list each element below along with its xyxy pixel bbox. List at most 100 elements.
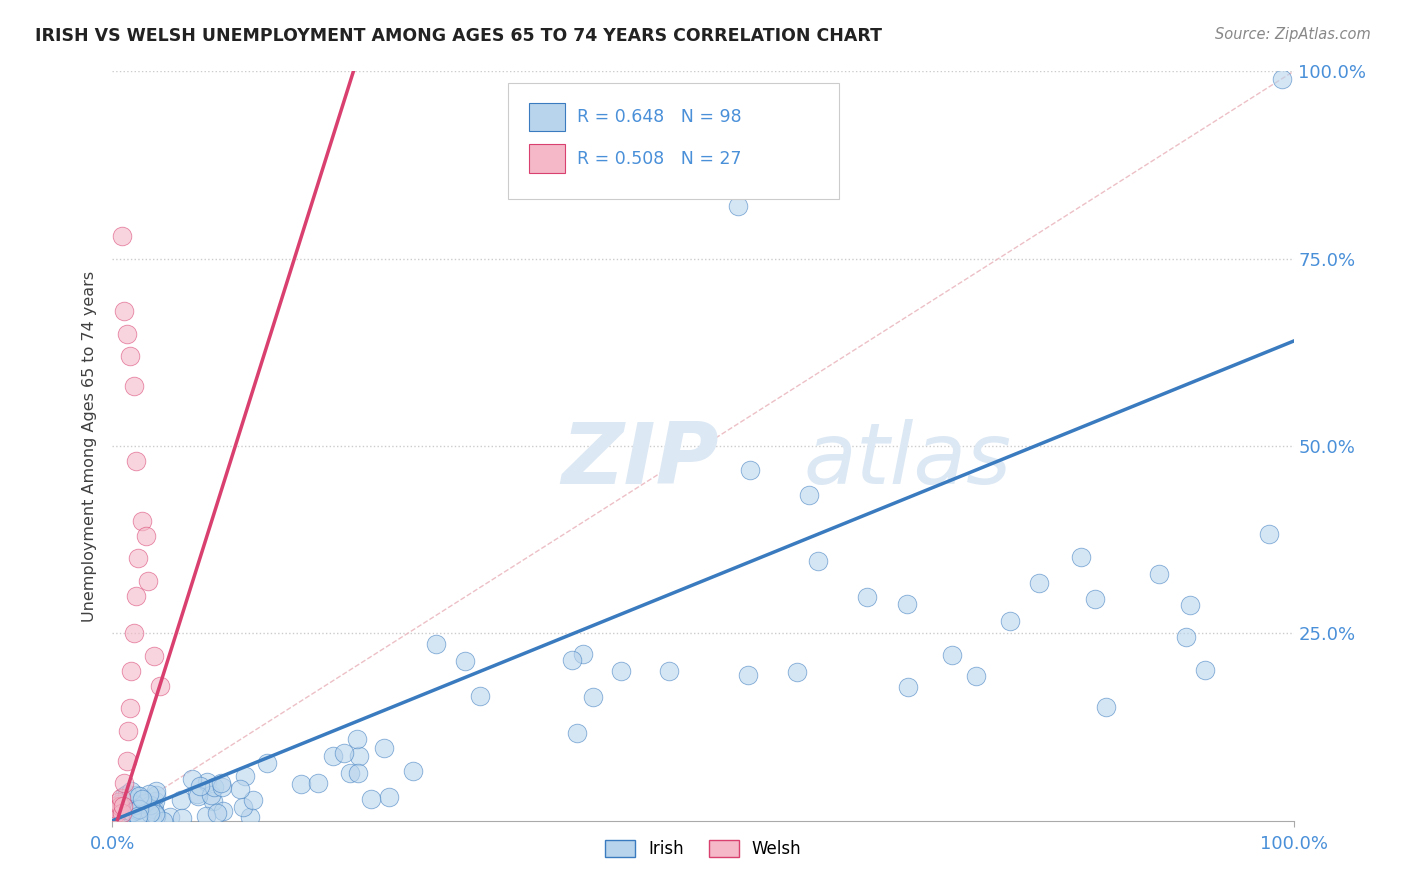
Point [211,780,233,795]
Point [131,794,153,808]
Point [105,806,128,821]
Point [333,747,356,761]
Point [115,787,138,801]
Text: R = 0.508   N = 27: R = 0.508 N = 27 [576,150,741,168]
Point [143,802,166,816]
Y-axis label: Unemployment Among Ages 65 to 74 years: Unemployment Among Ages 65 to 74 years [82,270,97,622]
Point [120,664,142,678]
Text: ZIP: ZIP [561,419,718,502]
Point [941,648,963,663]
Point [373,741,395,756]
Point [807,554,830,568]
Point [212,805,235,819]
Point [339,765,361,780]
Point [121,805,143,819]
Point [307,775,329,789]
Point [998,614,1021,628]
Point [127,809,149,823]
Point [142,804,165,818]
Point [1175,630,1198,644]
Point [125,789,148,803]
FancyBboxPatch shape [508,83,839,199]
Point [115,803,138,817]
Point [125,589,148,603]
Point [965,669,987,683]
Point [1257,526,1279,541]
Point [202,794,225,808]
Point [145,788,167,802]
Point [122,379,145,393]
Point [897,680,920,694]
Point [122,797,145,811]
Text: atlas: atlas [803,419,1011,502]
Point [127,810,149,824]
Point [135,529,157,543]
Point [120,784,142,798]
Point [786,665,808,679]
Point [152,814,174,828]
Point [128,789,150,804]
Point [658,664,681,678]
Point [737,667,759,681]
Point [128,802,150,816]
Point [122,626,145,640]
Point [159,810,181,824]
Point [425,637,447,651]
Point [110,791,132,805]
Point [128,802,150,816]
Point [111,806,134,821]
Point [117,723,139,738]
Text: Source: ZipAtlas.com: Source: ZipAtlas.com [1215,27,1371,42]
Point [610,664,633,678]
Point [401,764,423,779]
Point [143,794,166,808]
Point [346,765,368,780]
Point [235,769,257,783]
Point [256,756,278,771]
Point [112,804,135,818]
Point [187,789,209,803]
Point [138,787,160,801]
Point [145,807,167,822]
Point [145,784,167,798]
Point [134,797,156,811]
Point [232,800,254,814]
Point [290,777,312,791]
Point [797,488,820,502]
Point [142,648,165,663]
Point [454,654,477,668]
Point [1178,598,1201,612]
Point [127,551,149,566]
Point [242,793,264,807]
Point [115,326,138,341]
Point [108,797,131,811]
Point [200,788,222,802]
Point [112,789,135,803]
Point [149,679,172,693]
Point [139,797,162,812]
Point [582,690,605,705]
Point [112,776,135,790]
Point [135,798,157,813]
Point [120,806,142,821]
Point [134,797,156,811]
Point [181,772,204,786]
Point [124,798,146,813]
Point [195,774,218,789]
Point [170,793,193,807]
Point [125,454,148,468]
Point [896,597,918,611]
Point [145,808,167,822]
Point [105,802,128,816]
Bar [530,103,565,131]
Point [194,809,217,823]
Point [105,804,128,818]
Point [186,787,208,801]
Point [468,689,491,703]
Point [111,229,134,244]
Point [347,748,370,763]
Point [120,349,142,363]
Point [346,732,368,747]
Point [239,810,262,824]
Point [188,779,211,793]
